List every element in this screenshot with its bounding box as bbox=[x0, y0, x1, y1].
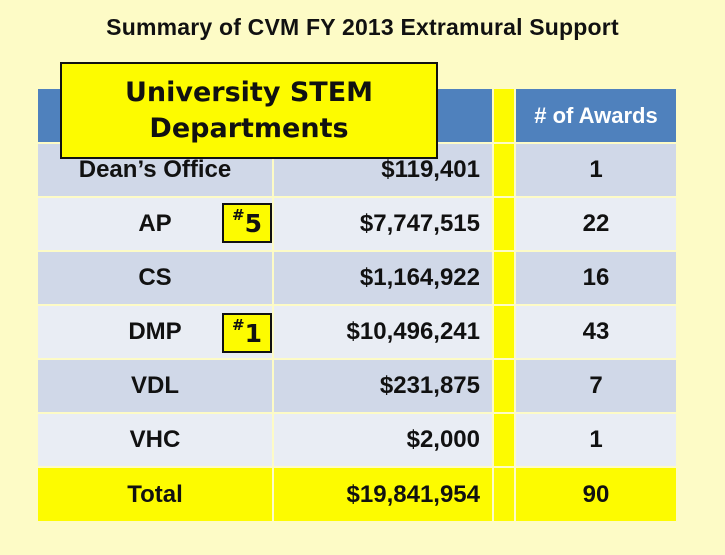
amount-cell: $119,401 bbox=[274, 144, 492, 196]
amount-cell: $1,164,922 bbox=[274, 252, 492, 304]
amount-cell: $231,875 bbox=[274, 360, 492, 412]
table-row: VDL $231,875 7 bbox=[38, 360, 676, 412]
callout-line-1: University STEM bbox=[124, 76, 374, 108]
table-total-row: Total $19,841,954 90 bbox=[38, 468, 676, 521]
dept-cell: CS bbox=[38, 252, 272, 304]
extramural-support-table: # of Awards Dean’s Office $119,401 1 AP … bbox=[38, 89, 676, 521]
amount-cell: $7,747,515 bbox=[274, 198, 492, 250]
row-divider bbox=[494, 144, 514, 196]
rank-badge-dmp: #1 bbox=[222, 313, 272, 353]
awards-cell: 16 bbox=[516, 252, 676, 304]
row-divider bbox=[494, 360, 514, 412]
total-amount-cell: $19,841,954 bbox=[274, 468, 492, 521]
table-row: DMP $10,496,241 43 bbox=[38, 306, 676, 358]
row-divider bbox=[494, 468, 514, 521]
rank-badge-ap: #5 bbox=[222, 203, 272, 243]
table-row: CS $1,164,922 16 bbox=[38, 252, 676, 304]
row-divider bbox=[494, 198, 514, 250]
row-divider bbox=[494, 414, 514, 466]
total-label-cell: Total bbox=[38, 468, 272, 521]
awards-cell: 43 bbox=[516, 306, 676, 358]
row-divider bbox=[494, 306, 514, 358]
rank-number: 1 bbox=[244, 318, 262, 348]
awards-cell: 22 bbox=[516, 198, 676, 250]
awards-cell: 1 bbox=[516, 144, 676, 196]
row-divider bbox=[494, 252, 514, 304]
page-title: Summary of CVM FY 2013 Extramural Suppor… bbox=[106, 14, 619, 40]
header-cell-awards: # of Awards bbox=[516, 89, 676, 142]
awards-cell: 1 bbox=[516, 414, 676, 466]
dept-cell: VHC bbox=[38, 414, 272, 466]
table-row: VHC $2,000 1 bbox=[38, 414, 676, 466]
rank-hash: # bbox=[232, 206, 245, 224]
total-awards-cell: 90 bbox=[516, 468, 676, 521]
callout-line-2: Departments bbox=[149, 112, 349, 144]
amount-cell: $2,000 bbox=[274, 414, 492, 466]
amount-cell: $10,496,241 bbox=[274, 306, 492, 358]
dept-cell: VDL bbox=[38, 360, 272, 412]
header-divider bbox=[494, 89, 514, 142]
rank-hash: # bbox=[232, 316, 245, 334]
awards-cell: 7 bbox=[516, 360, 676, 412]
rank-number: 5 bbox=[244, 208, 262, 238]
table-row: AP $7,747,515 22 bbox=[38, 198, 676, 250]
university-stem-callout: University STEM Departments bbox=[60, 62, 438, 159]
